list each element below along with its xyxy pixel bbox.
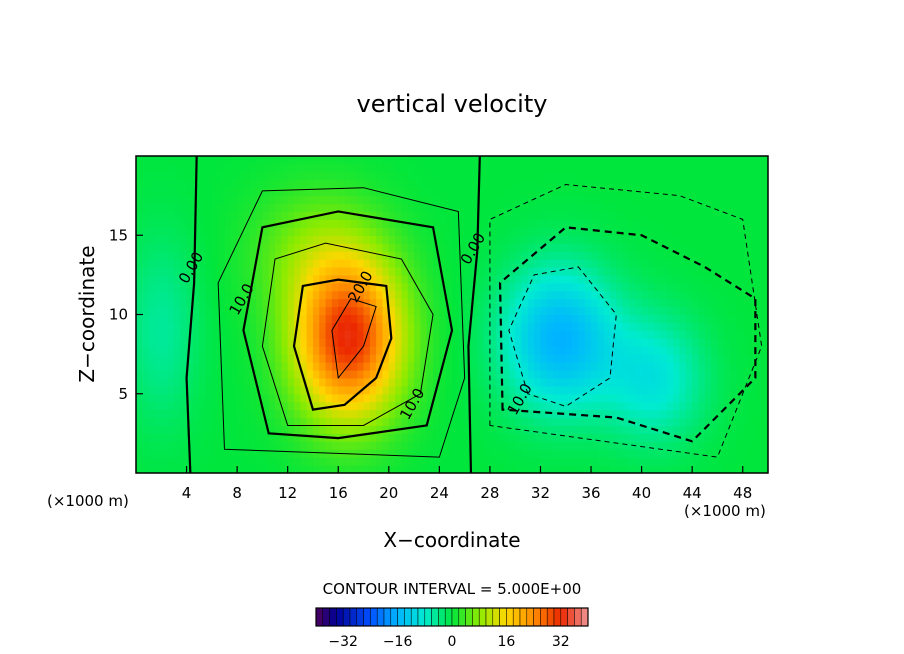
x-tick-label: 48 <box>733 484 752 502</box>
colorbar-segment <box>458 607 466 627</box>
colorbar-segment <box>390 607 398 627</box>
colorbar-segment <box>567 607 575 627</box>
x-tick-label: 32 <box>531 484 550 502</box>
colorbar-tick-label: 16 <box>497 634 515 650</box>
x-tick-label: 44 <box>683 484 702 502</box>
y-tick-label: 10 <box>109 306 128 324</box>
colorbar-segment <box>444 607 453 627</box>
y-axis-ticks: 5 10 15 <box>109 226 143 403</box>
colorbar-segment <box>349 607 358 627</box>
chart-title: vertical velocity <box>357 90 548 118</box>
colorbar-segment <box>383 607 392 627</box>
colorbar-tick-label: 0 <box>448 634 457 650</box>
colorbar-segment <box>512 607 521 627</box>
y-tick-label: 15 <box>109 226 128 244</box>
colorbar-frame <box>315 607 589 627</box>
x-tick-label: 4 <box>182 484 192 502</box>
colorbar-segment <box>472 607 480 627</box>
colorbar-segment <box>417 607 426 627</box>
colorbar-segment <box>431 607 439 627</box>
colorbar-segment <box>424 607 432 627</box>
contour-lines <box>185 156 763 473</box>
colorbar-segment <box>546 607 555 627</box>
colorbar-segment <box>397 607 405 627</box>
x-tick-label: 20 <box>379 484 398 502</box>
colorbar-segment <box>533 607 541 627</box>
colorbar-segment <box>574 607 582 627</box>
x-unit-left: (×1000 m) <box>47 492 129 510</box>
contour-interval-label: CONTOUR INTERVAL = 5.000E+00 <box>323 580 582 598</box>
colorbar-segment <box>315 607 324 627</box>
colorbar-segment <box>363 607 371 627</box>
colorbar-segment <box>519 607 528 627</box>
colorbar-segment <box>410 607 419 627</box>
x-tick-label: 8 <box>232 484 242 502</box>
colorbar-segment <box>465 607 473 627</box>
colorbar-ticks: −32 −16 0 16 32 <box>328 634 569 650</box>
x-tick-label: 28 <box>480 484 499 502</box>
colorbar-segment <box>540 607 548 627</box>
colorbar-segment <box>370 607 378 627</box>
x-tick-label: 36 <box>581 484 600 502</box>
colorbar-segment <box>329 607 337 627</box>
colorbar-segment <box>404 607 412 627</box>
colorbar-segment <box>492 607 500 627</box>
colorbar-segment <box>336 607 344 627</box>
colorbar-segment <box>580 607 589 627</box>
colorbar-segment <box>356 607 364 627</box>
x-tick-label: 12 <box>278 484 297 502</box>
x-tick-label: 24 <box>430 484 449 502</box>
colorbar-tick-label: 32 <box>552 634 570 650</box>
colorbar-segment <box>451 607 460 627</box>
x-axis-ticks: 4 8 12 16 20 24 28 32 36 40 44 48 <box>182 466 752 502</box>
x-tick-label: 40 <box>632 484 651 502</box>
colorbar-segment <box>499 607 507 627</box>
colorbar-tick-label: −16 <box>383 634 413 650</box>
colorbar-segment <box>478 607 487 627</box>
colorbar-segment <box>322 607 330 627</box>
colorbar-segment <box>560 607 568 627</box>
x-tick-label: 16 <box>329 484 348 502</box>
colorbar <box>315 607 589 627</box>
colorbar-segment <box>376 607 385 627</box>
colorbar-segment <box>506 607 514 627</box>
colorbar-tick-label: −32 <box>328 634 358 650</box>
colorbar-segment <box>526 607 534 627</box>
velocity-field <box>136 156 768 473</box>
y-tick-label: 5 <box>118 385 128 403</box>
colorbar-segment <box>438 607 446 627</box>
colorbar-segment <box>485 607 494 627</box>
colorbar-segment <box>553 607 562 627</box>
x-axis-label: X−coordinate <box>383 528 520 552</box>
x-unit-right: (×1000 m) <box>684 502 766 520</box>
y-axis-label: Z−coordinate <box>75 245 99 382</box>
colorbar-segment <box>342 607 351 627</box>
